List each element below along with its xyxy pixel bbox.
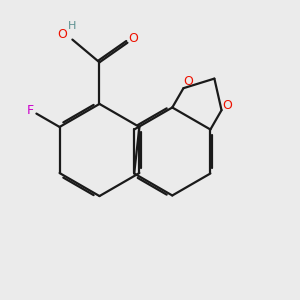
Text: O: O — [184, 75, 194, 88]
Text: O: O — [57, 28, 67, 41]
Text: O: O — [129, 32, 138, 45]
Text: H: H — [68, 21, 76, 31]
Text: O: O — [222, 99, 232, 112]
Text: F: F — [27, 104, 34, 117]
